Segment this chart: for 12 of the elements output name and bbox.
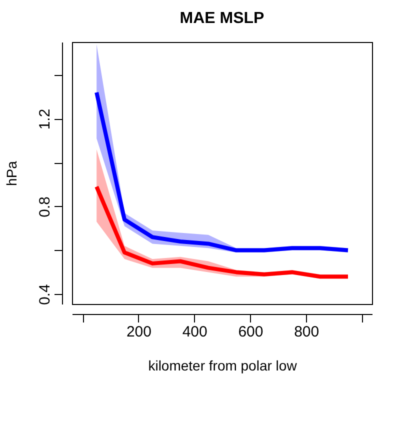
x-tick-label: 400 [182, 324, 208, 340]
line-series [94, 184, 350, 279]
y-axis-title: hPa [4, 160, 20, 186]
x-axis-title: kilometer from polar low [148, 358, 298, 374]
y-tick-label: 0.8 [36, 196, 54, 218]
chart-title: MAE MSLP [180, 10, 265, 27]
y-tick-label: 0.4 [36, 284, 54, 306]
x-tick-label: 200 [126, 324, 152, 340]
x-tick-label: 800 [294, 324, 320, 340]
x-tick-label: 600 [238, 324, 264, 340]
y-tick-label: 1.2 [36, 108, 54, 130]
line-series [94, 90, 350, 252]
